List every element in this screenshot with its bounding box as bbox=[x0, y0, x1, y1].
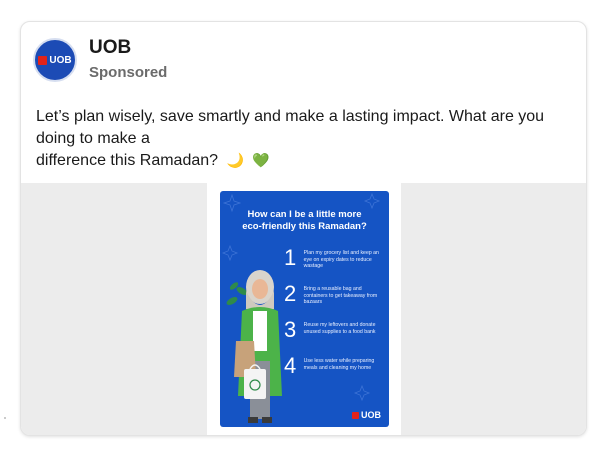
post-header: UOB UOB Sponsored bbox=[33, 34, 167, 86]
poster-title-line2: eco-friendly this Ramadan? bbox=[242, 221, 367, 232]
poster-title: How can I be a little more eco-friendly … bbox=[220, 209, 389, 233]
step-number: 1 bbox=[284, 245, 297, 270]
sponsored-post-card: UOB UOB Sponsored Let’s plan wisely, sav… bbox=[20, 21, 587, 436]
poster-step-3: 3 Reuse my leftovers and donate unused s… bbox=[284, 319, 384, 341]
poster-step-2: 2 Bring a reusable bag and containers to… bbox=[284, 283, 384, 306]
step-text: Bring a reusable bag and containers to g… bbox=[303, 286, 378, 306]
poster-step-1: 1 Plan my grocery list and keep an eye o… bbox=[284, 247, 384, 270]
decorative-dot bbox=[4, 417, 6, 419]
post-text-line1: Let’s plan wisely, save smartly and make… bbox=[36, 108, 545, 147]
brand-name[interactable]: UOB bbox=[89, 37, 132, 58]
poster-illustration bbox=[221, 192, 381, 423]
step-number: 3 bbox=[284, 317, 297, 342]
uob-avatar[interactable]: UOB bbox=[33, 38, 77, 82]
uob-logo-icon bbox=[352, 411, 359, 419]
green-heart-icon: 💚 bbox=[252, 153, 270, 169]
step-text: Plan my grocery list and keep an eye on … bbox=[303, 250, 379, 270]
poster-uob-logo: UOB bbox=[352, 410, 381, 420]
poster-step-4: 4 Use less water while preparing meals a… bbox=[284, 355, 384, 377]
sponsored-label: Sponsored bbox=[89, 64, 168, 81]
post-text-line2: difference this Ramadan? bbox=[36, 152, 219, 169]
step-text: Use less water while preparing meals and… bbox=[303, 358, 375, 371]
brand-info: UOB Sponsored bbox=[89, 37, 167, 83]
ramadan-poster-image[interactable]: How can I be a little more eco-friendly … bbox=[220, 191, 389, 427]
step-text: Reuse my leftovers and donate unused sup… bbox=[303, 322, 376, 335]
step-number: 4 bbox=[284, 353, 297, 378]
uob-logo-icon: UOB bbox=[38, 55, 72, 66]
post-media[interactable]: How can I be a little more eco-friendly … bbox=[21, 183, 586, 435]
poster-title-line1: How can I be a little more bbox=[247, 209, 362, 220]
post-text: Let’s plan wisely, save smartly and make… bbox=[36, 106, 576, 172]
post-text-line2-wrap: difference this Ramadan? 🌙 💚 bbox=[36, 150, 576, 172]
poster-logo-text: UOB bbox=[361, 410, 381, 420]
moon-icon: 🌙 bbox=[226, 153, 244, 169]
step-number: 2 bbox=[284, 281, 297, 306]
